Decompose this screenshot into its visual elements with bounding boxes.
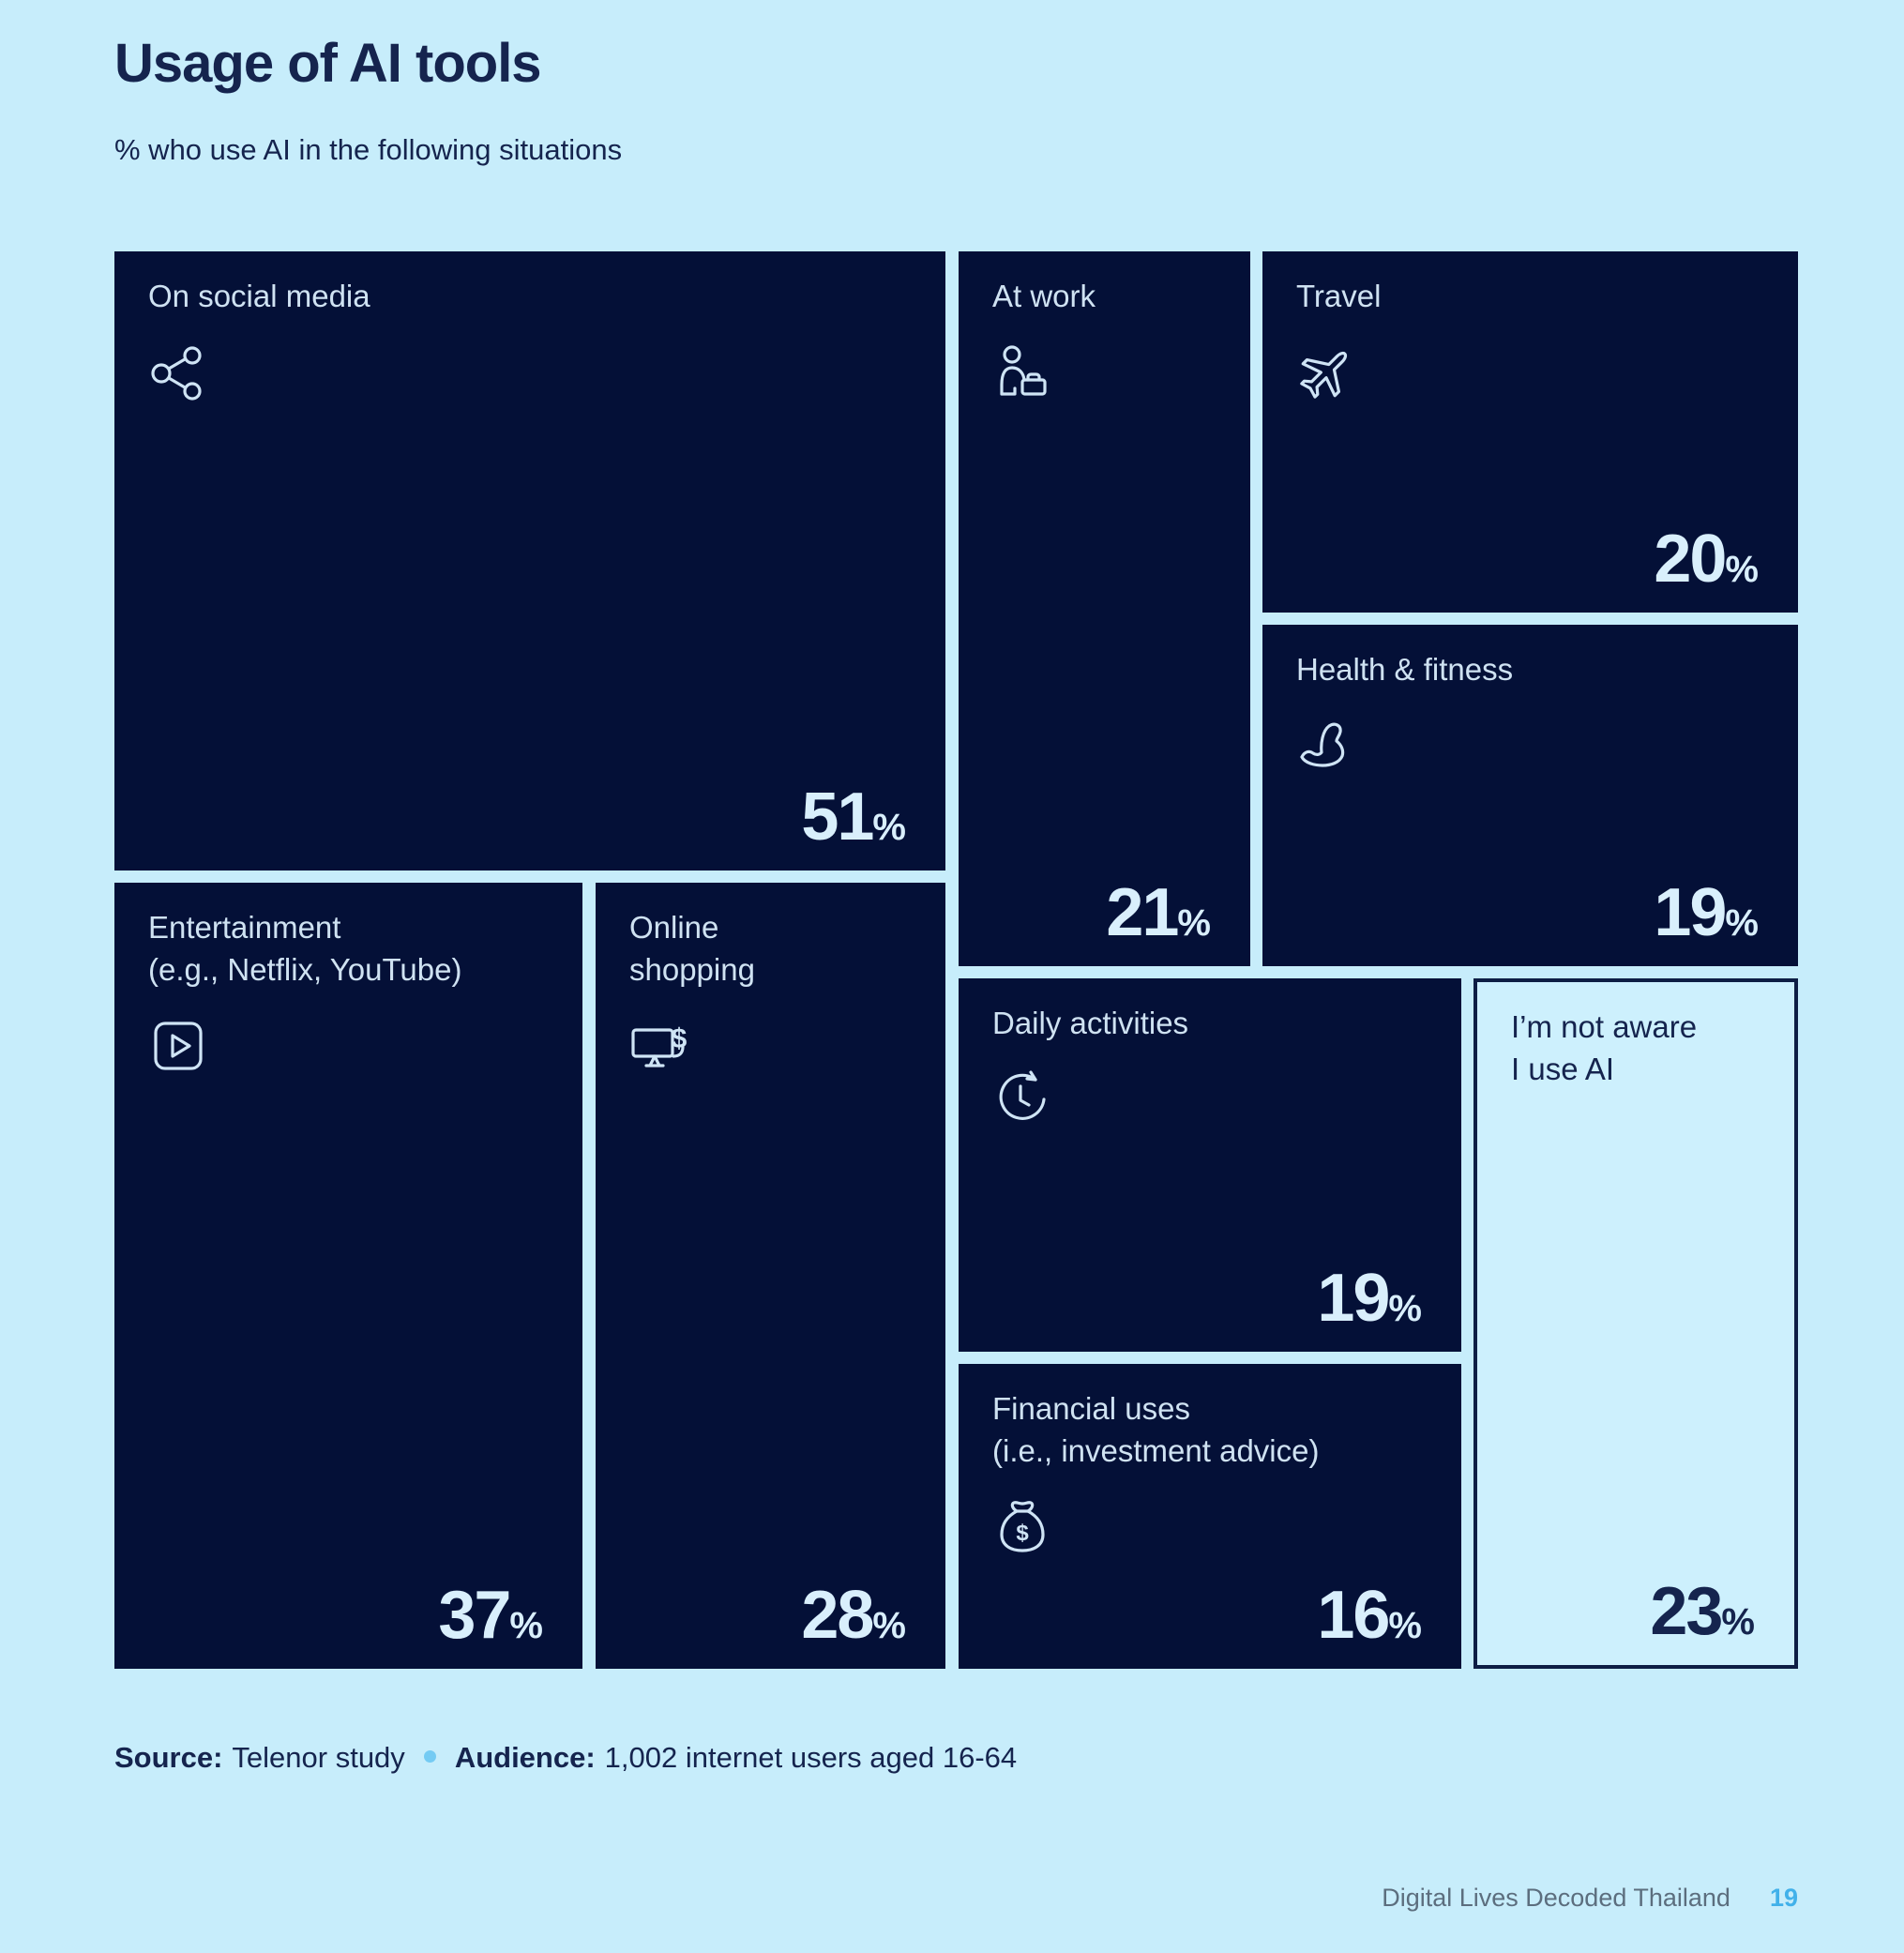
tile-value: 28% <box>801 1578 906 1653</box>
share-icon <box>148 342 208 402</box>
tile-label: Health & fitness <box>1296 652 1514 687</box>
money-bag-icon: $ <box>992 1497 1052 1557</box>
chart-title: Usage of AI tools <box>114 33 542 94</box>
tile-label: Travel <box>1296 279 1382 313</box>
tile-value: 19% <box>1654 875 1759 950</box>
tile-value: 37% <box>438 1578 543 1653</box>
svg-text:$: $ <box>1016 1521 1029 1546</box>
play-video-icon <box>148 1016 208 1076</box>
source-line: Source: Telenor study Audience: 1,002 inter… <box>114 1741 1017 1775</box>
bullet-separator-icon <box>423 1750 436 1764</box>
tile-travel: Travel 20% <box>1262 251 1798 613</box>
source-label: Source: <box>114 1741 223 1774</box>
page-number: 19 <box>1769 1884 1798 1912</box>
tile-on-social-media: On social media 51% <box>114 251 945 871</box>
audience-label: Audience: <box>454 1741 596 1774</box>
clock-history-icon <box>992 1069 1052 1129</box>
tile-health-fitness: Health & fitness 19% <box>1262 625 1798 966</box>
tile-financial-uses: Financial uses (i.e., investment advice)… <box>959 1364 1461 1669</box>
tile-at-work: At work 21% <box>959 251 1250 966</box>
tile-label: Entertainment (e.g., Netflix, YouTube) <box>148 910 462 987</box>
tile-value: 20% <box>1654 522 1759 597</box>
tile-value: 16% <box>1317 1578 1422 1653</box>
person-briefcase-icon <box>992 342 1052 402</box>
tile-value: 51% <box>801 780 906 855</box>
tile-value: 23% <box>1650 1574 1755 1649</box>
tile-label: Daily activities <box>992 1006 1189 1040</box>
page-footer: Digital Lives Decoded Thailand 19 <box>1382 1884 1798 1913</box>
tile-label: Financial uses (i.e., investment advice) <box>992 1391 1320 1468</box>
tile-entertainment: Entertainment (e.g., Netflix, YouTube) 3… <box>114 883 582 1669</box>
audience-value: 1,002 internet users aged 16-64 <box>604 1741 1018 1774</box>
monitor-dollar-icon: $ <box>629 1016 689 1076</box>
source-value: Telenor study <box>232 1741 405 1774</box>
tile-label: At work <box>992 279 1096 313</box>
airplane-icon <box>1296 342 1356 402</box>
svg-text:$: $ <box>672 1023 688 1054</box>
chart-subtitle: % who use AI in the following situations <box>114 133 623 166</box>
tile-online-shopping: Online shopping $ 28% <box>596 883 945 1669</box>
tile-value: 21% <box>1106 875 1211 950</box>
tile-not-aware: I’m not aware I use AI 23% <box>1473 978 1798 1669</box>
tile-label: I’m not aware I use AI <box>1511 1009 1698 1086</box>
tile-value: 19% <box>1317 1261 1422 1336</box>
footer-title: Digital Lives Decoded Thailand <box>1382 1884 1730 1912</box>
tile-label: Online shopping <box>629 910 755 987</box>
tile-daily-activities: Daily activities 19% <box>959 978 1461 1352</box>
bicep-icon <box>1296 716 1356 776</box>
tile-label: On social media <box>148 279 370 313</box>
